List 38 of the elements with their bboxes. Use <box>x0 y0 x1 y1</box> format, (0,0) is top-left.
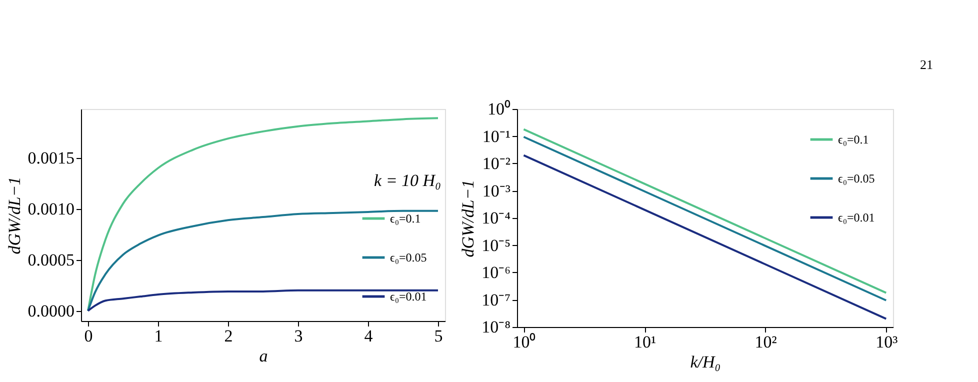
line-series <box>87 117 439 312</box>
line-series <box>87 210 439 312</box>
x-axis-title: a <box>259 346 268 366</box>
x-axis-title: k/H₀ <box>690 352 721 372</box>
annotation: k = 10 H₀ <box>374 171 442 190</box>
y-tick-label: 0.0000 <box>28 301 74 320</box>
y-tick-label: 10⁻⁴ <box>482 208 511 228</box>
y-axis-title: dGW/dL−1 <box>4 176 24 254</box>
legend-label: ϵ₀=0.05 <box>838 172 875 186</box>
y-tick-label: 0.0005 <box>28 250 74 270</box>
legend-label: ϵ₀=0.01 <box>838 210 875 224</box>
y-tick-label: 10⁻⁸ <box>482 318 511 336</box>
x-tick-label: 10³ <box>876 332 898 352</box>
x-tick-label: 0 <box>84 326 93 346</box>
x-tick-label: 10¹ <box>634 332 656 352</box>
legend-label: ϵ₀=0.05 <box>390 250 427 264</box>
y-tick-label: 10⁻⁷ <box>482 290 511 310</box>
y-tick-label: 10⁰ <box>488 100 510 118</box>
x-tick-label: 10⁰ <box>512 332 536 352</box>
legend-label: ϵ₀=0.1 <box>838 132 869 146</box>
x-tick-label: 5 <box>434 326 443 346</box>
line-series <box>87 289 439 312</box>
x-tick-label: 10² <box>754 332 777 352</box>
x-tick-label: 3 <box>294 326 303 346</box>
text: 21 <box>920 57 933 72</box>
y-tick-label: 10⁻² <box>482 154 510 173</box>
x-tick-label: 2 <box>224 326 233 346</box>
y-tick-label: 10⁻⁶ <box>482 263 511 282</box>
y-tick-label: 0.0010 <box>28 199 74 218</box>
legend-label: ϵ₀=0.1 <box>390 212 421 226</box>
y-tick-label: 10⁻³ <box>482 181 510 200</box>
y-tick-label: 10⁻¹ <box>482 126 510 146</box>
y-tick-label: 10⁻⁵ <box>482 236 511 255</box>
x-tick-label: 4 <box>364 326 374 346</box>
y-axis-title: dGW/dL−1 <box>458 180 478 258</box>
legend-label: ϵ₀=0.01 <box>390 290 427 304</box>
y-tick-label: 0.0015 <box>28 148 74 168</box>
x-tick-label: 1 <box>154 326 163 346</box>
